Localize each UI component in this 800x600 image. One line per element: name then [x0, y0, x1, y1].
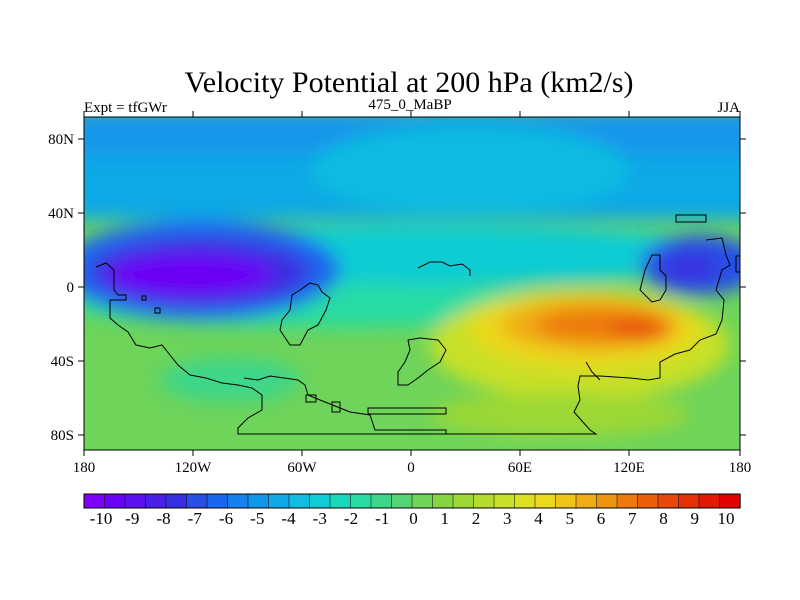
- coastline-asia-east: [639, 254, 667, 303]
- colorbar-label: 1: [441, 509, 450, 528]
- colorbar-swatch: [493, 493, 516, 509]
- coastline-north-america: [95, 262, 447, 435]
- lon-tick-label: 60W: [287, 460, 317, 476]
- colorbar: [83, 493, 741, 509]
- colorbar-swatch: [309, 493, 331, 509]
- season-label: JJA: [717, 100, 740, 116]
- colorbar-label: -7: [188, 509, 203, 528]
- colorbar-swatch: [227, 493, 249, 509]
- colorbar-swatch: [514, 493, 536, 509]
- colorbar-swatch: [616, 493, 639, 509]
- coastline-eurasia: [417, 261, 471, 276]
- lon-tick-label: 180: [729, 460, 752, 476]
- colorbar-swatch: [637, 493, 659, 509]
- colorbar-swatch: [104, 493, 126, 509]
- colorbar-label: 8: [659, 509, 668, 528]
- period-label: 475_0_MaBP: [368, 97, 451, 113]
- coastline-small-island-3: [305, 394, 317, 403]
- coastline-australia-sea: [735, 255, 740, 273]
- coastline-small-island-2: [141, 295, 147, 301]
- colorbar-swatch: [165, 493, 188, 509]
- coastline-japan: [675, 214, 707, 223]
- lat-tick-label: 40N: [48, 206, 74, 222]
- lon-tick-label: 60E: [508, 460, 532, 476]
- map-title: Velocity Potential at 200 hPa (km2/s): [184, 66, 633, 99]
- coastline-india: [585, 361, 601, 381]
- experiment-label: Expt = tfGWr: [84, 100, 167, 116]
- colorbar-label: -5: [250, 509, 264, 528]
- lon-tick-label: 180: [73, 460, 96, 476]
- colorbar-label: 2: [472, 509, 481, 528]
- coastline-south-america: [279, 282, 331, 346]
- lat-tick-label: 40S: [51, 354, 74, 370]
- colorbar-swatch: [596, 493, 618, 509]
- colorbar-swatch: [391, 493, 413, 509]
- coastline-small-island-1: [154, 307, 161, 314]
- colorbar-label: -2: [344, 509, 358, 528]
- colorbar-swatch: [719, 493, 741, 509]
- colorbar-swatch: [452, 493, 475, 509]
- colorbar-label: 3: [503, 509, 512, 528]
- colorbar-swatch: [473, 493, 495, 509]
- region-indian-ocean-green: [430, 393, 690, 437]
- colorbar-swatch: [83, 493, 106, 509]
- colorbar-label: 7: [628, 509, 637, 528]
- colorbar-swatch: [145, 493, 167, 509]
- colorbar-swatch: [698, 493, 721, 509]
- colorbar-label: 4: [534, 509, 543, 528]
- colorbar-label: -6: [219, 509, 233, 528]
- coastline-small-island-4: [331, 401, 341, 413]
- colorbar-swatch: [268, 493, 290, 509]
- colorbar-label: 9: [691, 509, 700, 528]
- longitude-tick-labels: 180 120W 60W 0 60E 120E 180: [73, 460, 752, 476]
- colorbar-swatch: [206, 493, 229, 509]
- region-south-atlantic-teal: [160, 358, 300, 402]
- colorbar-label: 6: [597, 509, 606, 528]
- colorbar-swatch: [555, 493, 577, 509]
- lat-tick-label: 80S: [51, 428, 74, 444]
- colorbar-label: -1: [375, 509, 389, 528]
- colorbar-label: -4: [281, 509, 296, 528]
- colorbar-label: 0: [409, 509, 418, 528]
- colorbar-label: -10: [90, 509, 113, 528]
- coastline-antarctic-piece: [367, 407, 447, 415]
- colorbar-swatch: [329, 493, 352, 509]
- colorbar-swatch: [247, 493, 270, 509]
- colorbar-frame: [83, 493, 741, 509]
- colorbar-label: -9: [125, 509, 139, 528]
- colorbar-label: -3: [313, 509, 327, 528]
- colorbar-swatch: [657, 493, 680, 509]
- colorbar-swatch: [575, 493, 598, 509]
- colorbar-label: 5: [566, 509, 575, 528]
- contour-field: [84, 117, 740, 450]
- colorbar-swatch: [678, 493, 700, 509]
- region-positive-core: [610, 320, 670, 340]
- colorbar-swatch: [370, 493, 393, 509]
- region-arctic-cyan: [310, 125, 630, 215]
- colorbar-label: 10: [718, 509, 735, 528]
- colorbar-label: -8: [156, 509, 170, 528]
- region-west-pacific-core: [662, 254, 718, 282]
- region-pacific-violet: [105, 253, 275, 297]
- lat-tick-label: 80N: [48, 132, 74, 148]
- coastline-africa: [397, 337, 447, 386]
- colorbar-swatch: [186, 493, 208, 509]
- lon-tick-label: 120W: [175, 460, 213, 476]
- colorbar-labels: -10 -9 -8 -7 -6 -5 -4 -3 -2 -1 0 1 2 3 4 5 6 7 8 9 10: [90, 509, 735, 528]
- lon-tick-label: 120E: [613, 460, 645, 476]
- colorbar-swatch: [432, 493, 454, 509]
- colorbar-swatch: [288, 493, 311, 509]
- colorbar-swatch: [534, 493, 557, 509]
- lon-tick-label: 0: [407, 460, 415, 476]
- colorbar-swatch: [124, 493, 147, 509]
- axis-ticks: [78, 111, 746, 456]
- lat-tick-label: 0: [67, 280, 75, 296]
- plot-frame: [83, 116, 741, 451]
- coastline-pacific-islands: [446, 237, 731, 435]
- colorbar-swatch: [411, 493, 434, 509]
- latitude-tick-labels: 80N 40N 0 40S 80S: [48, 132, 74, 444]
- colorbar-swatch: [350, 493, 372, 509]
- coastlines: [95, 214, 740, 435]
